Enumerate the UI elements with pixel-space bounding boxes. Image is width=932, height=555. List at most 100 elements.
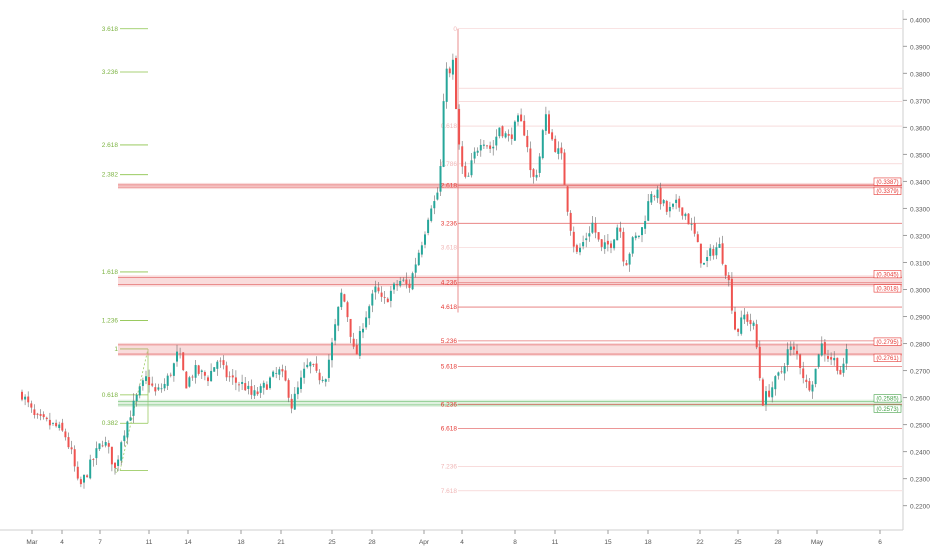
y-tick-label: 0.3900 [910,44,930,51]
candle [588,226,591,242]
candle-body [504,133,507,138]
candle [811,381,814,399]
candle-body [479,144,482,151]
candle [597,232,600,242]
zone-band [118,399,902,407]
candle-body [247,385,250,389]
candle [771,381,774,403]
candle [436,187,439,201]
candle-body [752,322,755,326]
candle [117,455,120,472]
candle [290,394,293,414]
candle [603,235,606,254]
zone-price-label: (0.2585) [876,397,898,403]
candle [244,376,247,391]
candle-body [172,363,175,376]
candle-body [151,383,154,386]
candle-body [451,59,454,75]
x-tick-label: 8 [513,539,517,546]
candle-body [52,422,54,424]
candle-body [120,442,123,461]
candle-body [138,386,141,396]
candles-layer [21,53,848,489]
candle-body [439,166,442,192]
candle-body [820,343,823,356]
candle [213,367,216,372]
candle-body [792,346,795,350]
candle [135,393,138,407]
candle-body [839,369,842,375]
fib-left-level-label: 3.236 [102,69,119,76]
candle-body [464,165,467,177]
y-tick-label: 0.3300 [910,206,930,213]
fib-right-level-label: 5.236 [441,338,458,345]
x-tick-label: 25 [734,539,742,546]
candle [306,358,309,369]
candle-body [256,391,259,395]
candle [665,199,668,215]
candle [309,361,312,374]
candle [95,441,98,465]
candle [647,194,650,222]
candle [197,364,200,376]
candle-body [548,114,550,134]
candle-body [641,227,643,236]
candle [340,288,343,311]
candle [504,131,507,139]
candle [526,130,529,153]
candle [420,241,423,258]
candle-body [727,275,730,281]
x-tick-label: 22 [696,539,704,546]
candle-body [532,169,535,177]
candle-body [135,394,138,402]
candle [696,231,699,243]
candle [833,351,836,366]
candle [138,384,141,399]
time-axis[interactable]: Mar 4 7 11 14 18 21 25 28 Apr 4 8 11 15 18 22 25 28 May 6 [0,529,903,546]
candle-body [445,68,448,102]
candle [498,127,501,139]
candle [625,259,628,266]
candle-body [399,280,402,286]
candle [157,383,160,391]
candle [160,383,163,393]
candle [107,440,110,454]
zone-band [118,182,902,190]
x-tick-label: 21 [277,539,285,546]
candle-body [768,390,771,397]
candle-body [169,374,172,376]
candle-body [238,384,240,386]
candle-body [89,459,92,479]
candle-body [458,108,461,145]
candle [349,318,352,344]
candle [805,374,808,389]
candle [64,428,67,441]
candle-body [610,243,612,248]
candle [346,300,349,322]
candle [541,128,544,160]
candle [303,362,306,384]
candle [684,212,687,220]
candle [386,297,389,303]
price-axis[interactable]: 0.4000 0.3900 0.3800 0.3700 0.3600 0.3500 0.34… [902,10,930,530]
x-tick-label: 7 [98,539,102,546]
candle-body [718,244,721,248]
candle-body [616,227,619,241]
candle-body [129,417,132,421]
candle [396,280,399,291]
candle-body [194,365,197,378]
candle [706,250,709,268]
candle-body [70,447,73,450]
fib-left-level-label: 2.382 [102,172,119,179]
candle [278,366,281,381]
candle [284,365,287,382]
candle-body [467,175,470,177]
fib-left-level-label: 0.618 [102,392,119,399]
candle [830,352,833,365]
x-tick-label: 28 [774,539,782,546]
candle [166,373,169,390]
candle [802,361,805,384]
candle-body [126,421,129,438]
candle-body [597,232,600,240]
